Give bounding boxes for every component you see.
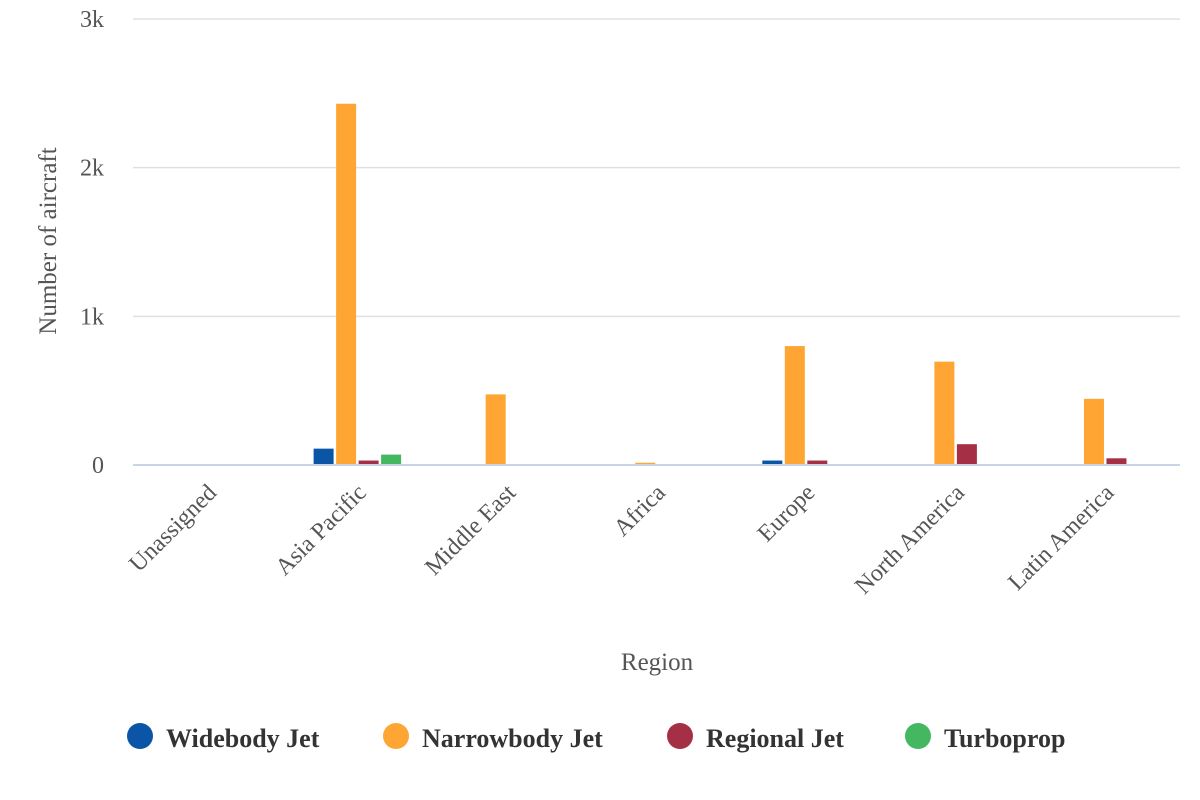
bar-turboprop-asia-pacific[interactable] <box>381 454 402 465</box>
x-category-label: Europe <box>753 480 820 547</box>
y-tick-label: 1k <box>80 304 104 330</box>
bar-regional-jet-europe[interactable] <box>807 460 828 465</box>
y-tick-label: 2k <box>80 156 104 182</box>
bar-regional-jet-asia-pacific[interactable] <box>358 460 379 465</box>
legend-marker <box>667 723 693 749</box>
legend: Widebody Jet Narrowbody Jet Regional Jet Tu… <box>127 723 1065 753</box>
legend-item-regional-jet[interactable]: Regional Jet <box>667 723 844 753</box>
x-axis-title: Region <box>621 649 694 676</box>
x-category-label: Asia Pacific <box>271 480 372 581</box>
y-axis-ticks: 0 1k 2k 3k <box>80 7 104 479</box>
y-axis-title: Number of aircraft <box>35 147 62 334</box>
bar-narrowbody-jet-africa[interactable] <box>635 462 656 465</box>
x-category-label: North America <box>850 480 970 600</box>
x-category-label: Middle East <box>420 480 521 581</box>
x-category-label: Africa <box>609 480 671 542</box>
legend-item-widebody-jet[interactable]: Widebody Jet <box>127 723 320 753</box>
bar-regional-jet-north-america[interactable] <box>956 444 977 465</box>
x-category-label: Unassigned <box>124 480 222 578</box>
bar-widebody-jet-europe[interactable] <box>762 460 783 465</box>
legend-label: Narrowbody Jet <box>422 724 603 753</box>
bar-widebody-jet-asia-pacific[interactable] <box>313 448 334 465</box>
bar-narrowbody-jet-north-america[interactable] <box>934 361 955 465</box>
bar-narrowbody-jet-asia-pacific[interactable] <box>336 103 357 466</box>
bar-narrowbody-jet-europe[interactable] <box>784 346 805 465</box>
legend-item-turboprop[interactable]: Turboprop <box>905 723 1065 753</box>
bar-narrowbody-jet-latin-america[interactable] <box>1083 398 1104 465</box>
x-category-label: Latin America <box>1004 480 1120 596</box>
bar-regional-jet-latin-america[interactable] <box>1106 458 1127 465</box>
legend-label: Regional Jet <box>706 724 844 753</box>
legend-label: Turboprop <box>944 724 1065 753</box>
y-tick-label: 3k <box>80 7 104 33</box>
legend-marker <box>905 723 931 749</box>
bars <box>313 103 1127 466</box>
y-tick-label: 0 <box>92 453 104 479</box>
x-axis-categories: Unassigned Asia Pacific Middle East Africa E… <box>124 480 1119 600</box>
legend-item-narrowbody-jet[interactable]: Narrowbody Jet <box>383 723 603 753</box>
gridlines <box>133 18 1180 318</box>
legend-marker <box>383 723 409 749</box>
legend-label: Widebody Jet <box>166 724 320 753</box>
legend-marker <box>127 723 153 749</box>
bar-narrowbody-jet-middle-east[interactable] <box>485 394 506 465</box>
